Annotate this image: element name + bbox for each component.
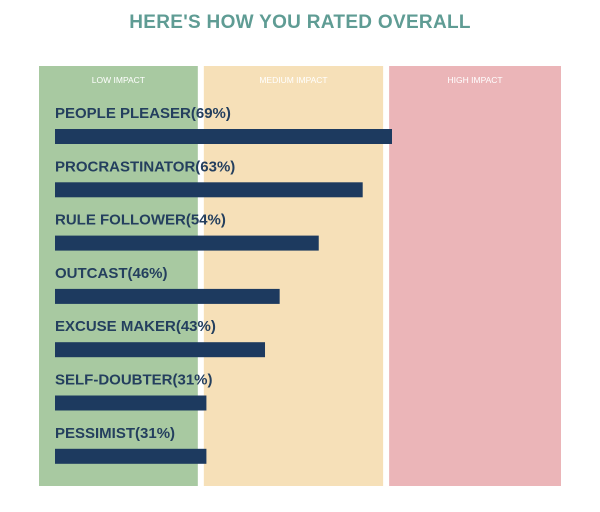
zone-label-medium-impact: MEDIUM IMPACT [259, 75, 327, 85]
bar-outcast [55, 288, 280, 304]
bar-label-rule-follower: RULE FOLLOWER(54%) [55, 212, 226, 229]
zone-label-low-impact: LOW IMPACT [92, 75, 145, 85]
bar-pessimist [55, 448, 207, 464]
bar-label-people-pleaser: PEOPLE PLEASER(69%) [55, 105, 231, 122]
bar-label-self-doubter: SELF-DOUBTER(31%) [55, 372, 213, 389]
bar-people-pleaser [55, 129, 392, 144]
bar-rule-follower [55, 235, 319, 251]
bar-label-procrastinator: PROCRASTINATOR(63%) [55, 158, 235, 175]
bar-label-excuse-maker: EXCUSE MAKER(43%) [55, 318, 216, 335]
bar-procrastinator [55, 182, 363, 198]
zone-label-high-impact: HIGH IMPACT [448, 75, 503, 85]
bar-label-pessimist: PESSIMIST(31%) [55, 425, 175, 442]
chart-title: HERE'S HOW YOU RATED OVERALL [129, 12, 471, 33]
bar-excuse-maker [55, 342, 266, 358]
zone-high-impact [389, 66, 561, 486]
bar-self-doubter [55, 395, 207, 411]
bar-label-outcast: OUTCAST(46%) [55, 265, 168, 282]
